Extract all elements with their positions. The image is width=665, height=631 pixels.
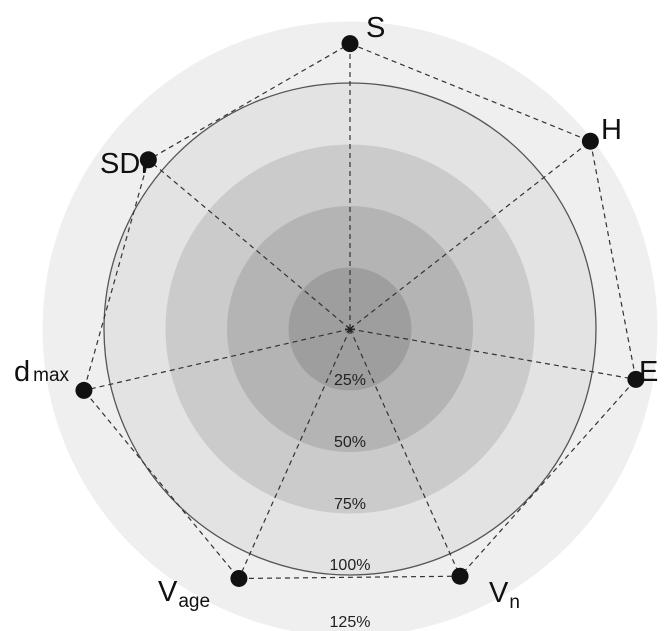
rings-layer xyxy=(42,21,658,631)
series-outline xyxy=(83,42,637,580)
axis-label-h: H xyxy=(601,114,622,146)
ring-label-125: 125% xyxy=(330,614,371,631)
spoke-e xyxy=(349,328,636,380)
data-point-e xyxy=(627,370,645,388)
ring-label-25: 25% xyxy=(334,372,366,389)
points-layer xyxy=(75,35,645,587)
spoke-vage xyxy=(238,328,351,579)
center-marker-layer xyxy=(345,324,355,334)
axis-label-s: S xyxy=(366,12,385,44)
center-marker xyxy=(346,325,354,333)
ring-label-100: 100% xyxy=(330,557,371,574)
spoke-vn xyxy=(349,328,461,577)
axis-labels-layer: S H E Vn Vage d max SDI xyxy=(14,12,658,613)
axis-label-dmax: d max xyxy=(14,356,70,388)
axis-label-vage: Vage xyxy=(158,576,210,612)
axis-label-sdi: SDI xyxy=(100,148,148,180)
spoke-sdi xyxy=(147,159,351,330)
data-point-s xyxy=(341,35,359,53)
outline-layer xyxy=(83,42,637,580)
data-point-vn xyxy=(451,567,469,585)
spoke-dmax xyxy=(83,328,351,392)
axis-label-e: E xyxy=(639,356,658,388)
data-point-vage xyxy=(230,569,248,587)
ring-labels-layer: 25% 50% 75% 100% 125% xyxy=(330,372,371,631)
ring-label-50: 50% xyxy=(334,434,366,451)
spoke-h xyxy=(349,140,591,330)
data-point-dmax xyxy=(75,381,93,399)
ring-label-75: 75% xyxy=(334,496,366,513)
data-point-h xyxy=(581,132,599,150)
spokes-layer xyxy=(83,43,636,579)
axis-label-vn: Vn xyxy=(489,577,520,613)
data-point-sdi xyxy=(139,151,157,169)
